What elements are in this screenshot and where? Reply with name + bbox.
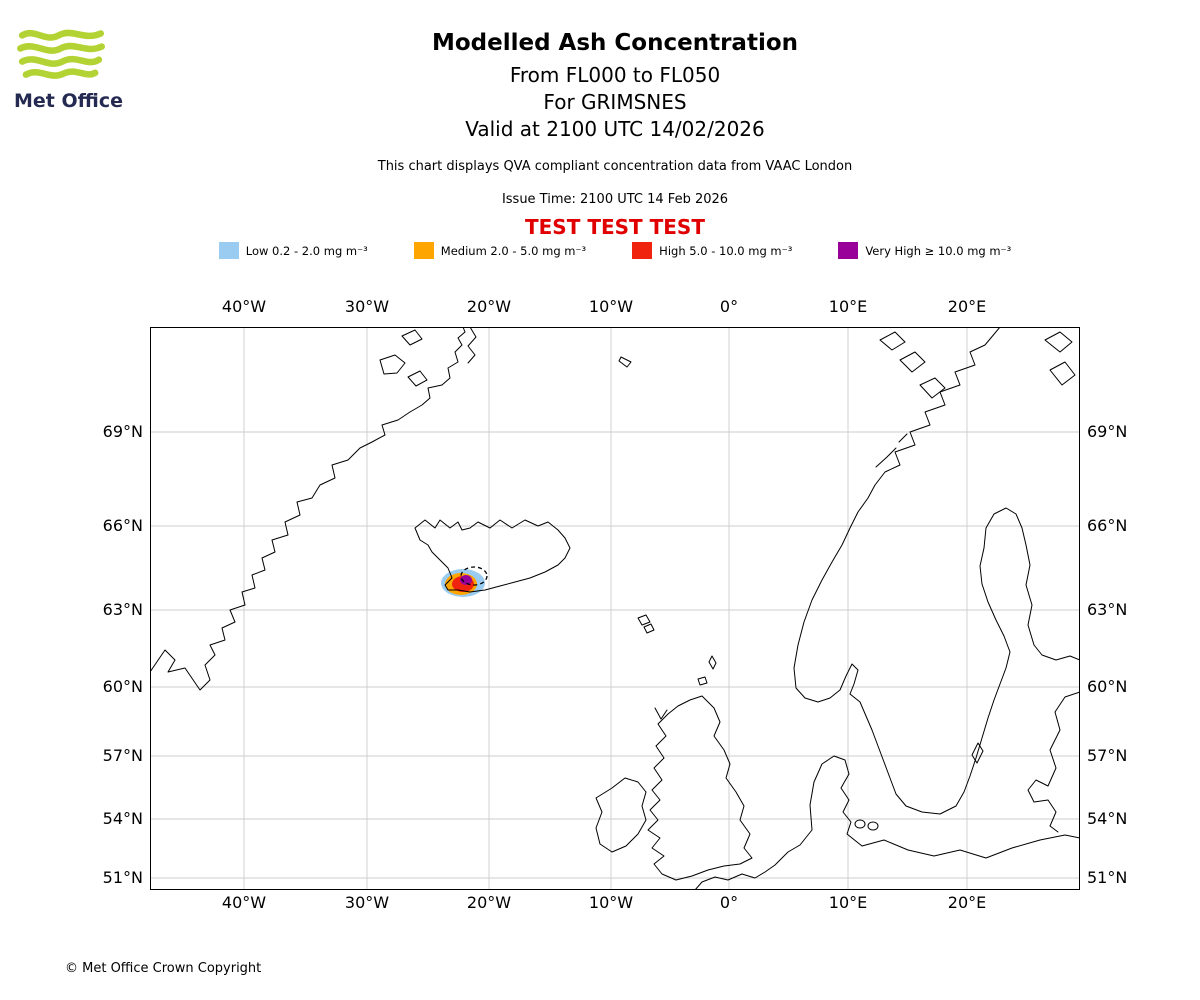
map-canvas — [149, 326, 1081, 891]
ash-very-high-contour — [460, 575, 472, 585]
met-office-logo-text: Met Office — [14, 90, 123, 112]
scandinavia-coastline — [793, 326, 1081, 815]
qva-description: This chart displays QVA compliant concen… — [377, 159, 853, 174]
y-tick-label: 60°N — [1087, 677, 1128, 696]
x-tick-label: 20°W — [466, 893, 512, 912]
met-office-logo — [15, 26, 107, 88]
flight-level-subtitle: From FL000 to FL050 — [509, 63, 721, 87]
x-tick-label: 10°E — [828, 893, 868, 912]
great-britain-coastline — [647, 695, 753, 881]
map-border — [150, 327, 1080, 890]
y-tick-label: 57°N — [102, 746, 143, 765]
legend-item-low: Low 0.2 - 2.0 mg m⁻³ — [218, 242, 368, 259]
copyright-notice: © Met Office Crown Copyright — [65, 961, 262, 976]
test-banner: TEST TEST TEST — [525, 215, 705, 239]
baltic-coastline — [1027, 691, 1081, 833]
faroe-islands — [637, 614, 655, 634]
map-plot — [149, 326, 1081, 891]
x-tick-label: 20°E — [947, 893, 987, 912]
met-office-logo-waves — [17, 29, 105, 79]
low-label: Low 0.2 - 2.0 mg m⁻³ — [245, 243, 368, 258]
legend-item-medium: Medium 2.0 - 5.0 mg m⁻³ — [413, 242, 587, 259]
x-tick-label: 40°W — [221, 893, 267, 912]
y-tick-label: 69°N — [1087, 422, 1128, 441]
concentration-legend: Low 0.2 - 2.0 mg m⁻³ Medium 2.0 - 5.0 mg… — [30, 242, 1200, 259]
medium-swatch — [413, 242, 434, 259]
y-tick-label: 51°N — [1087, 868, 1128, 887]
issue-time: Issue Time: 2100 UTC 14 Feb 2026 — [501, 192, 729, 207]
very-high-label: Very High ≥ 10.0 mg m⁻³ — [865, 243, 1012, 258]
x-tick-label: 20°W — [466, 297, 512, 316]
danish-island — [867, 821, 879, 831]
x-tick-label: 40°W — [221, 297, 267, 316]
x-tick-label: 10°W — [588, 297, 634, 316]
valid-time-subtitle: Valid at 2100 UTC 14/02/2026 — [465, 117, 765, 141]
x-tick-label: 0° — [719, 297, 739, 316]
y-tick-label: 51°N — [102, 868, 143, 887]
medium-label: Medium 2.0 - 5.0 mg m⁻³ — [440, 243, 587, 258]
continental-coastline — [694, 755, 1081, 891]
norway-archipelago-islands — [875, 331, 1076, 468]
legend-item-high: High 5.0 - 10.0 mg m⁻³ — [632, 242, 792, 259]
page-title: Modelled Ash Concentration — [431, 30, 799, 56]
gotland-island — [971, 742, 984, 764]
jan-mayen-island — [618, 356, 632, 368]
greenland-coastline — [149, 326, 466, 691]
y-tick-label: 60°N — [102, 677, 143, 696]
y-tick-label: 66°N — [1087, 516, 1128, 535]
high-swatch — [632, 242, 653, 259]
volcano-subtitle: For GRIMSNES — [543, 90, 687, 114]
coastlines — [149, 326, 1081, 891]
y-tick-label: 69°N — [102, 422, 143, 441]
x-tick-label: 30°W — [344, 297, 390, 316]
greenland-fjord-islands — [379, 326, 477, 387]
y-tick-label: 66°N — [102, 516, 143, 535]
low-swatch — [218, 242, 239, 259]
y-tick-label: 57°N — [1087, 746, 1128, 765]
x-tick-label: 10°E — [828, 297, 868, 316]
ash-dashed-outline — [460, 566, 488, 586]
hebrides-islands — [654, 707, 668, 720]
y-tick-label: 63°N — [1087, 600, 1128, 619]
y-tick-label: 54°N — [1087, 809, 1128, 828]
y-tick-label: 63°N — [102, 600, 143, 619]
ireland-coastline — [595, 777, 647, 853]
iceland-coastline — [414, 519, 571, 593]
x-tick-label: 30°W — [344, 893, 390, 912]
graticule-grid — [150, 327, 1080, 890]
x-tick-label: 0° — [719, 893, 739, 912]
very-high-swatch — [838, 242, 859, 259]
legend-item-very-high: Very High ≥ 10.0 mg m⁻³ — [838, 242, 1011, 259]
x-tick-label: 20°E — [947, 297, 987, 316]
y-tick-label: 54°N — [102, 809, 143, 828]
shetland-islands — [697, 655, 717, 686]
high-label: High 5.0 - 10.0 mg m⁻³ — [659, 243, 793, 258]
x-tick-label: 10°W — [588, 893, 634, 912]
danish-island — [854, 819, 866, 829]
ash-cloud-contours — [441, 569, 485, 597]
